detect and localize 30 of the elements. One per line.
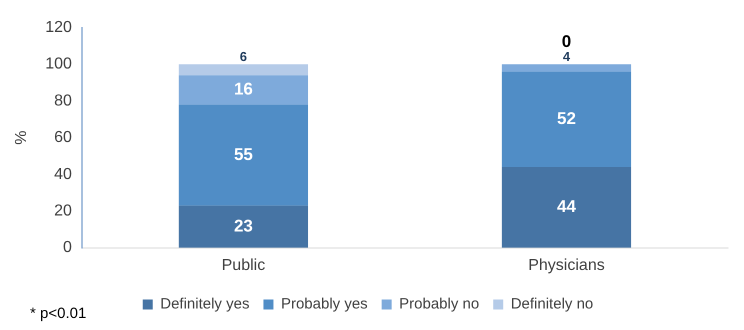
bar [178,75,308,105]
y-tick-label: 40 [54,166,72,183]
y-axis-title: % [13,130,30,145]
data-label: 44 [557,197,576,216]
legend-label: Probably yes [280,296,368,313]
y-tick-label: 60 [54,129,72,146]
bar [502,72,632,168]
data-label: 6 [240,48,248,64]
legend-label: Probably no [399,296,480,313]
y-tick-label: 0 [62,239,72,256]
data-label: 0 [562,32,572,51]
y-tick-label: 120 [45,19,72,36]
text: * p<0.01 [30,305,86,322]
data-label: 16 [234,80,253,99]
legend-label: Definitely yes [160,296,250,313]
bar [502,64,632,72]
bar [502,167,632,248]
data-label: 55 [234,144,253,164]
bar [178,64,308,76]
x-tick-label: Public [222,256,266,274]
bar [178,206,308,248]
bar [178,104,308,206]
y-tick-label: 80 [54,92,72,110]
legend-label: Definitely no [510,296,594,313]
data-label: 4 [562,48,571,64]
data-label: 52 [557,109,576,128]
x-tick-label: Physicians [528,256,605,274]
y-tick-label: 20 [54,202,72,220]
y-tick-label: 100 [45,56,72,73]
data-label: 23 [234,216,253,236]
